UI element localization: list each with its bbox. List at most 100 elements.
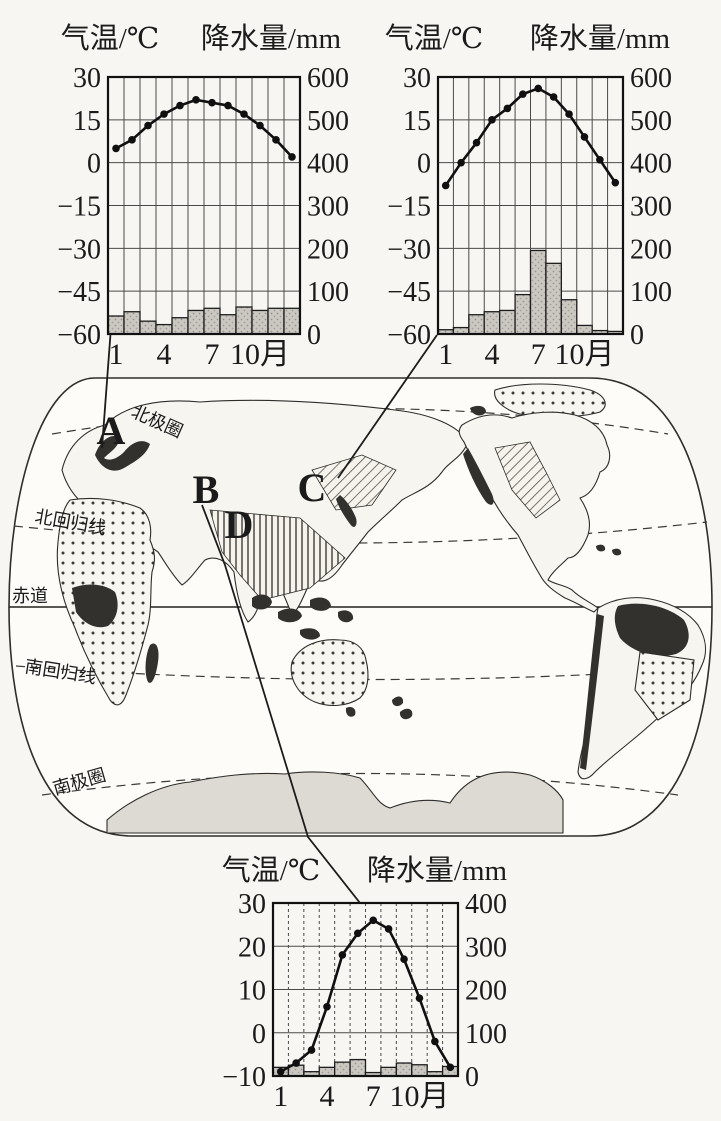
temp-axis-tick-label: 15	[403, 106, 431, 137]
precip-axis-tick-label: 200	[630, 234, 672, 265]
andes-dark-strip	[580, 614, 604, 770]
temperature-point-month-8	[384, 925, 393, 933]
month-axis-label: 4	[157, 338, 172, 371]
brazil-dotted-patch	[634, 651, 695, 721]
temp-axis-tick-label: 0	[417, 149, 431, 180]
precip-bar-month-5	[499, 309, 516, 335]
precip-bar-month-10	[411, 1064, 428, 1077]
temperature-point-month-5	[338, 951, 347, 959]
precip-bar-month-4	[483, 311, 501, 335]
temp-axis-tick-label: 15	[73, 106, 101, 137]
temperature-point-month-2	[292, 1059, 300, 1067]
month-axis-label: 7	[531, 338, 546, 371]
month-axis-label: 1	[273, 1080, 288, 1113]
caribbean-islands	[596, 544, 622, 556]
month-axis-label: 10月	[554, 338, 614, 371]
chart-b-precip-axis-title: 降水量/mm	[367, 854, 508, 887]
south-asia-monsoon-hatch	[209, 509, 346, 601]
temperature-point-month-1	[276, 1067, 285, 1076]
greenland	[494, 383, 606, 418]
chart-c-precip-axis-title: 降水量/mm	[530, 22, 671, 55]
temperature-point-month-10	[415, 994, 424, 1002]
precip-axis-tick-label: 100	[465, 1019, 507, 1050]
precip-axis-tick-label: 600	[307, 63, 349, 94]
temp-axis-tick-label: 30	[73, 63, 101, 94]
precip-bar-month-10	[576, 324, 593, 335]
temperature-point-month-3	[144, 121, 152, 130]
temp-axis-tick-label: 0	[252, 1019, 266, 1050]
map-marker-C: C	[298, 465, 327, 510]
connector-to-C	[337, 334, 438, 479]
precip-axis-tick-label: 600	[630, 63, 672, 94]
temperature-point-month-10	[580, 133, 589, 141]
chart-frame	[106, 75, 302, 336]
precip-axis-tick-label: 400	[630, 149, 672, 180]
japan-islands	[336, 495, 357, 527]
antarctic-circle-line	[41, 772, 679, 796]
temp-axis-tick-label: 10	[238, 976, 266, 1007]
precip-bar-month-1	[107, 315, 125, 335]
precip-bar-month-9	[395, 1062, 413, 1077]
temperature-point-month-6	[518, 90, 527, 98]
precip-bar-month-7	[203, 307, 221, 335]
month-axis-label: 1	[438, 338, 453, 371]
temperature-point-month-8	[224, 101, 232, 110]
precip-bar-month-7	[529, 249, 547, 335]
temperature-point-month-7	[369, 916, 378, 925]
precip-axis-tick-label: 0	[465, 1062, 479, 1093]
landmass-australia	[290, 639, 369, 707]
temp-axis-tick-label: −45	[387, 277, 431, 308]
temperature-point-month-4	[488, 116, 496, 124]
precip-bar-month-3	[468, 314, 485, 335]
pacific-coast-dark-strip	[463, 448, 494, 505]
precip-axis-tick-label: 200	[465, 976, 507, 1007]
temperature-point-month-8	[549, 93, 558, 101]
precip-axis-tick-label: 300	[465, 932, 507, 963]
temperature-point-month-3	[307, 1046, 316, 1054]
precip-bar-month-10	[251, 309, 269, 335]
precip-bar-month-5	[171, 317, 189, 335]
central-africa-dark-patch	[72, 584, 118, 628]
precip-bar-month-2	[123, 311, 141, 335]
chart-a-precip-axis-title: 降水量/mm	[201, 22, 342, 55]
precip-axis-tick-label: 400	[465, 889, 507, 920]
temperature-point-month-12	[288, 153, 296, 161]
precip-bar-month-4	[155, 323, 173, 335]
temp-axis-tick-label: −10	[222, 1062, 266, 1093]
precip-bar-month-3	[139, 320, 157, 335]
world-map: 北极圈 北回归线 赤道 南回归线 南极圈	[8, 377, 713, 837]
precip-axis-tick-label: 400	[307, 149, 349, 180]
precip-bar-month-9	[560, 299, 578, 335]
chart-c-temp-axis-title: 气温/℃	[385, 22, 484, 55]
precip-bar-month-12	[283, 307, 301, 335]
temperature-point-month-11	[596, 156, 604, 164]
madagascar-island	[145, 643, 159, 683]
precip-axis-tick-label: 0	[307, 320, 321, 351]
precip-axis-tick-label: 500	[630, 106, 672, 137]
month-axis-label: 10月	[230, 338, 290, 371]
precip-bar-month-6	[514, 293, 532, 335]
temperature-point-month-5	[176, 101, 184, 110]
precip-axis-tick-label: 100	[307, 277, 349, 308]
chart-frame	[436, 75, 625, 336]
temp-axis-tick-label: −30	[387, 234, 431, 265]
precip-bar-month-8	[545, 262, 562, 335]
temperature-point-month-2	[457, 158, 465, 167]
climograph-top-left: 30 15 0 −15 −30 −45 −60 600 500 400 300 200 100 0 1 4 7 1…	[57, 63, 349, 371]
temperature-point-month-9	[240, 110, 248, 118]
temperature-point-month-10	[256, 121, 264, 130]
temperature-point-month-6	[353, 929, 362, 938]
temp-axis-tick-label: −60	[57, 320, 101, 351]
temp-axis-tick-label: −15	[57, 192, 101, 223]
temperature-point-month-12	[446, 1063, 455, 1072]
temperature-point-month-3	[472, 138, 481, 147]
connector-to-B	[201, 504, 361, 904]
map-marker-D: D	[225, 502, 254, 547]
temperature-point-month-7	[208, 98, 216, 107]
temperature-point-month-5	[503, 104, 512, 113]
temperature-point-month-4	[323, 1003, 331, 1011]
temp-axis-tick-label: −15	[387, 192, 431, 223]
temperature-point-month-2	[128, 136, 136, 144]
amazon-dark-patch	[614, 603, 689, 657]
precip-bar-month-5	[334, 1061, 351, 1077]
